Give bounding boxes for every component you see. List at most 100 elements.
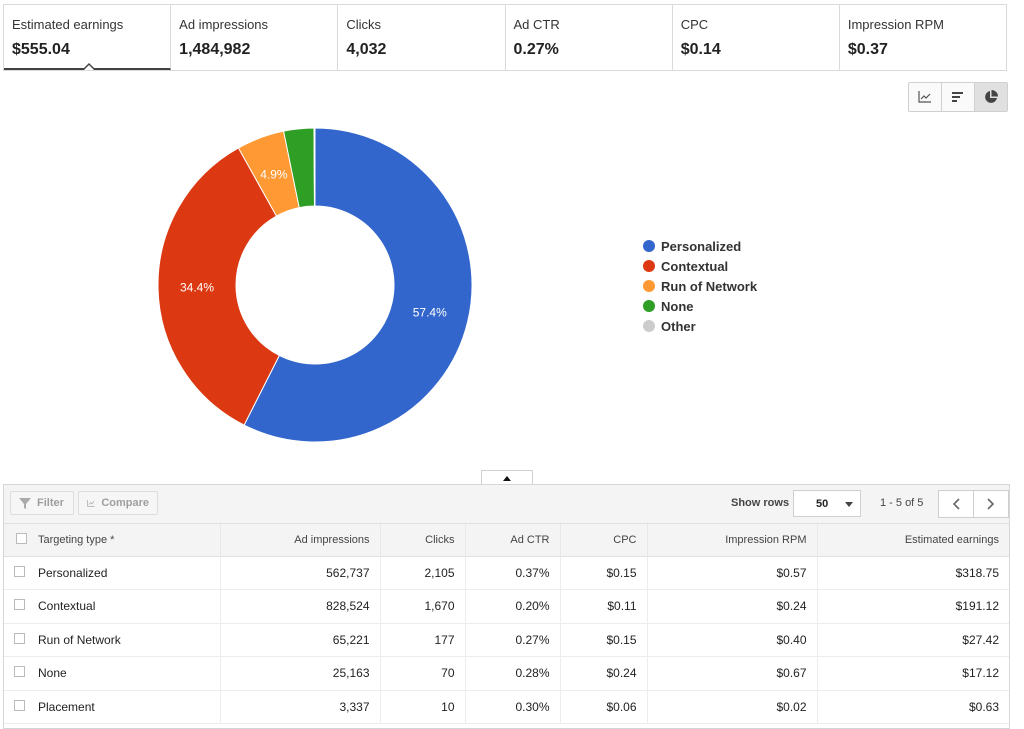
metric-value: 4,032: [346, 41, 387, 58]
cell-cpc: $0.06: [560, 690, 648, 724]
legend-label: Other: [661, 318, 696, 334]
cell-targeting-type: Placement: [28, 690, 221, 724]
cell-clicks: 1,670: [380, 589, 466, 624]
column-header-ad-ctr[interactable]: Ad CTR: [465, 524, 561, 557]
row-checkbox[interactable]: [14, 565, 25, 577]
row-checkbox[interactable]: [14, 632, 25, 644]
legend-item-none[interactable]: None: [643, 296, 757, 316]
compare-label: Compare: [101, 497, 149, 509]
metric-label: Ad impressions: [179, 17, 269, 32]
donut-slice-contextual[interactable]: [157, 147, 280, 426]
column-header-estimated-earnings[interactable]: Estimated earnings: [817, 524, 1009, 557]
cell-clicks: 70: [380, 656, 466, 691]
select-all-checkbox[interactable]: [15, 532, 27, 544]
cell-ad-impressions: 65,221: [220, 623, 381, 657]
line-chart-icon: [918, 91, 931, 103]
legend-label: Personalized: [661, 238, 742, 254]
cell-targeting-type: Run of Network: [28, 623, 221, 657]
metric-ad-impressions[interactable]: Ad impressions 1,484,982: [171, 5, 339, 70]
legend-swatch: [643, 280, 655, 292]
legend-item-run-of-network[interactable]: Run of Network: [643, 276, 757, 296]
metric-label: Ad CTR: [513, 17, 560, 32]
metric-cpc[interactable]: CPC $0.14: [673, 5, 840, 70]
bar-chart-button[interactable]: [942, 83, 975, 111]
table-row: Run of Network 65,221 177 0.27% $0.15 $0…: [4, 623, 1009, 657]
cell-cpc: $0.11: [560, 589, 648, 624]
cell-cpc: $0.24: [560, 656, 648, 691]
show-rows-label: Show rows: [731, 497, 790, 509]
previous-page-button[interactable]: [939, 491, 974, 517]
chart-legend: Personalized Contextual Run of Network N…: [643, 236, 757, 336]
donut-slice-personalized[interactable]: [243, 127, 473, 443]
row-select-cell: [4, 690, 28, 724]
table-toolbar: Filter Compare Show rows 50 1 - 5 of 5: [4, 485, 1009, 524]
chart-view-toggle: [908, 82, 1008, 112]
row-select-cell: [4, 656, 28, 691]
filter-button[interactable]: Filter: [10, 491, 74, 515]
table-row: Contextual 828,524 1,670 0.20% $0.11 $0.…: [4, 589, 1009, 624]
report-table: Targeting type * Ad impressions Clicks A…: [4, 524, 1009, 724]
metric-value: $0.37: [847, 41, 888, 58]
cell-impression-rpm: $0.24: [647, 589, 818, 624]
column-header-ad-impressions[interactable]: Ad impressions: [220, 524, 381, 557]
cell-ad-ctr: 0.27%: [465, 623, 561, 657]
legend-swatch: [643, 240, 655, 252]
filter-icon: [19, 497, 31, 509]
select-all-cell: [4, 524, 28, 557]
metric-value: $555.04: [12, 41, 70, 58]
table-row: Placement 3,337 10 0.30% $0.06 $0.02 $0.…: [4, 690, 1009, 724]
cell-impression-rpm: $0.67: [647, 656, 818, 691]
cell-targeting-type: None: [28, 656, 221, 691]
bar-chart-icon: [952, 92, 963, 102]
legend-item-other[interactable]: Other: [643, 316, 757, 336]
chevron-left-icon: [952, 498, 960, 510]
rows-per-page-value: 50: [816, 497, 829, 510]
column-header-clicks[interactable]: Clicks: [380, 524, 466, 557]
column-header-targeting-type[interactable]: Targeting type *: [28, 524, 221, 557]
chevron-up-icon: [503, 475, 511, 481]
cell-estimated-earnings: $318.75: [817, 556, 1009, 590]
metric-label: Estimated earnings: [12, 17, 124, 32]
filter-label: Filter: [37, 497, 64, 509]
legend-item-personalized[interactable]: Personalized: [643, 236, 757, 256]
column-header-cpc[interactable]: CPC: [560, 524, 648, 557]
cell-ad-ctr: 0.28%: [465, 656, 561, 691]
legend-item-contextual[interactable]: Contextual: [643, 256, 757, 276]
metric-value: 0.27%: [513, 41, 559, 58]
metric-value: 1,484,982: [179, 41, 251, 58]
cell-estimated-earnings: $0.63: [817, 690, 1009, 724]
slice-label: 34.4%: [180, 280, 214, 294]
column-header-impression-rpm[interactable]: Impression RPM: [647, 524, 818, 557]
cell-cpc: $0.15: [560, 556, 648, 590]
chevron-right-icon: [987, 498, 995, 510]
row-select-cell: [4, 556, 28, 590]
row-checkbox[interactable]: [14, 666, 25, 678]
cell-estimated-earnings: $17.12: [817, 656, 1009, 691]
cell-targeting-type: Personalized: [28, 556, 221, 590]
pie-chart-button[interactable]: [975, 83, 1007, 111]
metric-ad-ctr[interactable]: Ad CTR 0.27%: [506, 5, 673, 70]
slice-label: 4.9%: [260, 167, 288, 181]
collapse-chart-button[interactable]: [481, 470, 533, 485]
slice-label: 57.4%: [413, 305, 447, 319]
pie-chart-icon: [985, 90, 998, 103]
cell-impression-rpm: $0.02: [647, 690, 818, 724]
row-checkbox[interactable]: [14, 699, 25, 711]
metric-estimated-earnings[interactable]: Estimated earnings $555.04: [4, 5, 172, 70]
cell-clicks: 177: [380, 623, 466, 657]
compare-button[interactable]: Compare: [78, 491, 158, 515]
row-checkbox[interactable]: [14, 599, 25, 611]
cell-estimated-earnings: $191.12: [817, 589, 1009, 624]
metric-clicks[interactable]: Clicks 4,032: [338, 5, 506, 70]
line-chart-button[interactable]: [909, 83, 942, 111]
rows-per-page-select[interactable]: 50: [793, 490, 861, 517]
active-caret-icon: [82, 63, 96, 70]
compare-chart-icon: [87, 499, 95, 507]
next-page-button[interactable]: [974, 491, 1008, 517]
donut-slice-other[interactable]: [313, 127, 316, 207]
metric-impression-rpm[interactable]: Impression RPM $0.37: [840, 5, 1006, 70]
metric-value: $0.14: [680, 41, 721, 58]
cell-ad-ctr: 0.30%: [465, 690, 561, 724]
cell-ad-ctr: 0.20%: [465, 589, 561, 624]
legend-swatch: [643, 320, 655, 332]
